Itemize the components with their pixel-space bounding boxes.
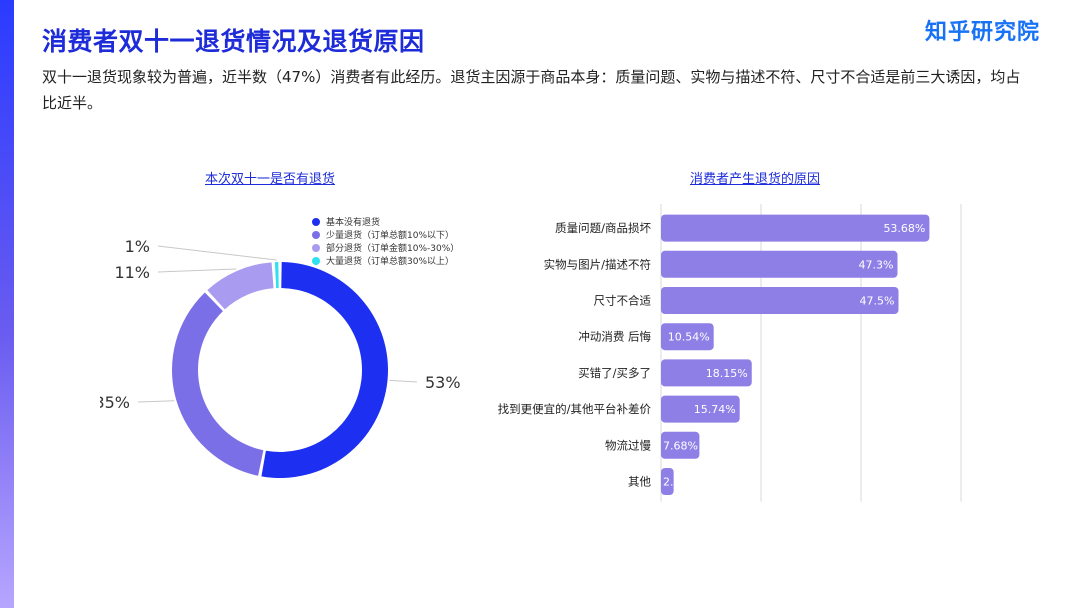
bar xyxy=(661,431,700,459)
return-reasons-bar-chart: 质量问题/商品损坏 53.68% 实物与图片/描述不符 47.3% 尺寸不合适 47.5%… xyxy=(498,204,962,502)
bar-value-label: 2.53% xyxy=(663,476,698,489)
pie-leader-line xyxy=(157,245,277,261)
bar xyxy=(661,359,752,387)
bar-value-label: 47.3% xyxy=(859,258,894,271)
pie-data-label: 1% xyxy=(125,237,150,256)
legend-item: 大量退货（订单总额30%以上） xyxy=(312,254,459,267)
legend-item: 少量退货（订单总额10%以下） xyxy=(312,228,459,241)
pie-slice xyxy=(261,262,388,478)
zhihu-research-logo: 知乎研究院 xyxy=(924,20,1040,45)
legend-item: 部分退货（订单金额10%-30%） xyxy=(312,241,459,254)
bar-category-label: 质量问题/商品损坏 xyxy=(555,221,651,235)
left-accent-bar xyxy=(0,0,14,608)
pie-data-label: 11% xyxy=(114,263,150,282)
pie-leader-line xyxy=(157,268,237,273)
pie-legend: 基本没有退货少量退货（订单总额10%以下） 部分退货（订单金额10%-30%） 大量… xyxy=(312,215,459,267)
legend-label: 基本没有退货 xyxy=(326,218,381,228)
bar xyxy=(661,214,930,242)
bar xyxy=(661,323,714,351)
bar-category-label: 买错了/买多了 xyxy=(578,366,651,380)
bar-category-label: 冲动消费 后悔 xyxy=(578,330,651,344)
pie-slice xyxy=(171,292,264,476)
legend-label: 大量退货（订单总额30%以上） xyxy=(326,257,455,267)
summary-text: 双十一退货现象较为普遍，近半数（47%）消费者有此经历。退货主因源于商品本身：质… xyxy=(42,68,1021,112)
bar-category-label: 找到更便宜的/其他平台补差价 xyxy=(498,402,652,416)
pie-slice xyxy=(274,262,279,289)
legend-item: 基本没有退货 xyxy=(312,215,459,228)
page-title: 消费者双十一退货情况及退货原因 xyxy=(42,27,425,56)
bar-category-label: 尺寸不合适 xyxy=(594,294,652,308)
bar-category-label: 物流过慢 xyxy=(605,438,651,452)
pie-slice xyxy=(207,262,274,310)
bar xyxy=(661,287,899,314)
legend-label: 少量退货（订单总额10%以下） xyxy=(326,231,455,241)
bar xyxy=(661,250,898,278)
pie-leader-line xyxy=(389,379,418,383)
bar xyxy=(661,468,674,495)
bar-value-label: 15.74% xyxy=(694,403,736,416)
return-status-donut-chart: 53% 35% 11% 1% xyxy=(100,237,461,478)
legend-swatch xyxy=(312,243,320,252)
bar-value-label: 18.15% xyxy=(706,367,748,380)
legend-swatch xyxy=(312,256,320,265)
bar-value-label: 10.54% xyxy=(668,331,710,344)
bar-value-label: 47.5% xyxy=(860,295,895,308)
pie-chart-title: 本次双十一是否有退货 xyxy=(204,172,335,187)
bar-value-label: 7.68% xyxy=(663,439,698,452)
pie-leader-line xyxy=(137,400,175,403)
bar-chart-title: 消费者产生退货的原因 xyxy=(689,172,820,187)
bar xyxy=(661,395,740,423)
pie-data-label: 35% xyxy=(100,393,130,412)
bar-category-label: 实物与图片/描述不符 xyxy=(544,257,651,271)
legend-swatch xyxy=(312,217,320,226)
legend-label: 部分退货（订单金额10%-30%） xyxy=(326,244,460,254)
legend-swatch xyxy=(312,230,320,239)
bar-value-label: 53.68% xyxy=(883,222,925,235)
bar-category-label: 其他 xyxy=(628,475,651,489)
pie-data-label: 53% xyxy=(425,373,461,392)
